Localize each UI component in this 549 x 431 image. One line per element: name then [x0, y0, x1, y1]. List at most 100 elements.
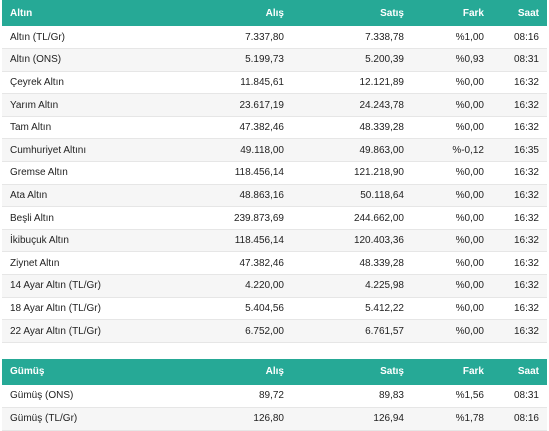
cell-time: 08:16 — [513, 413, 539, 425]
column-header-change[interactable]: Fark — [462, 366, 484, 378]
cell-buy-price: 47.382,46 — [239, 257, 285, 269]
cell-buy-price: 118.456,14 — [234, 167, 284, 179]
cell-change: %0,00 — [455, 302, 484, 314]
cell-change: %1,56 — [455, 390, 484, 402]
cell-change: %0,93 — [455, 54, 484, 66]
cell-buy-price: 126,80 — [253, 413, 284, 425]
column-header-name[interactable]: Altın — [10, 7, 33, 19]
cell-name: Cumhuriyet Altını — [10, 144, 87, 156]
cell-buy-price: 4.220,00 — [245, 280, 284, 292]
cell-time: 16:32 — [513, 99, 539, 111]
cell-sell-price: 4.225,98 — [365, 280, 404, 292]
column-header-change[interactable]: Fark — [462, 7, 484, 19]
column-header-time[interactable]: Saat — [517, 7, 539, 19]
cell-time: 16:32 — [513, 280, 539, 292]
table-row[interactable]: Ata Altın 48.863,16 50.118,64 %0,00 16:32 — [2, 184, 547, 207]
cell-name: Yarım Altın — [10, 99, 59, 111]
cell-time: 08:31 — [513, 54, 539, 66]
cell-name: Gümüş (TL/Gr) — [10, 413, 78, 425]
cell-time: 16:32 — [513, 325, 539, 337]
cell-time: 16:32 — [513, 189, 539, 201]
cell-change: %0,00 — [455, 167, 484, 179]
cell-buy-price: 6.752,00 — [245, 325, 284, 337]
cell-name: 22 Ayar Altın (TL/Gr) — [10, 325, 101, 337]
table-row[interactable]: Çeyrek Altın 11.845,61 12.121,89 %0,00 16:32 — [2, 71, 547, 94]
cell-name: 18 Ayar Altın (TL/Gr) — [10, 302, 101, 314]
cell-buy-price: 239.873,69 — [233, 212, 284, 224]
table-row[interactable]: Cumhuriyet Altını 49.118,00 49.863,00 %-0,1… — [2, 138, 547, 162]
cell-change: %0,00 — [455, 99, 484, 111]
cell-time: 16:32 — [513, 257, 539, 269]
cell-buy-price: 23.617,19 — [239, 99, 285, 111]
cell-sell-price: 50.118,64 — [360, 189, 404, 201]
section-spacer — [2, 343, 547, 359]
cell-buy-price: 48.863,16 — [239, 189, 285, 201]
cell-buy-price: 7.337,80 — [245, 31, 284, 43]
table-row[interactable]: Gümüş (ONS) 89,72 89,83 %1,56 08:31 — [2, 384, 547, 408]
cell-change: %1,78 — [455, 413, 484, 425]
cell-buy-price: 118.456,14 — [234, 235, 284, 247]
cell-name: Beşli Altın — [10, 212, 54, 224]
cell-time: 16:32 — [513, 212, 539, 224]
cell-name: 14 Ayar Altın (TL/Gr) — [10, 280, 101, 292]
table-row[interactable]: Gremse Altın 118.456,14 121.218,90 %0,00 16:… — [2, 161, 547, 185]
column-header-buy[interactable]: Alış — [265, 7, 284, 19]
column-header-sell[interactable]: Satış — [380, 7, 404, 19]
table-row[interactable]: 14 Ayar Altın (TL/Gr) 4.220,00 4.225,98 %0,… — [2, 274, 547, 298]
column-header-sell[interactable]: Satış — [380, 366, 404, 378]
cell-name: Ata Altın — [10, 189, 48, 201]
column-header-time[interactable]: Saat — [517, 366, 539, 378]
cell-name: Altın (TL/Gr) — [10, 31, 66, 43]
cell-sell-price: 49.863,00 — [359, 144, 405, 156]
cell-change: %0,00 — [455, 235, 484, 247]
table-row[interactable]: Yarım Altın 23.617,19 24.243,78 %0,00 16:32 — [2, 93, 547, 117]
cell-change: %0,00 — [455, 212, 484, 224]
cell-buy-price: 89,72 — [258, 390, 284, 402]
column-header-name[interactable]: Gümüş — [10, 366, 45, 378]
cell-change: %0,00 — [455, 257, 484, 269]
cell-sell-price: 48.339,28 — [359, 122, 405, 134]
cell-sell-price: 24.243,78 — [359, 99, 405, 111]
cell-time: 16:32 — [513, 122, 539, 134]
table-row[interactable]: Tam Altın 47.382,46 48.339,28 %0,00 16:32 — [2, 116, 547, 139]
cell-buy-price: 11.845,61 — [240, 76, 284, 88]
cell-buy-price: 5.404,56 — [245, 302, 284, 314]
cell-sell-price: 120.403,36 — [353, 235, 404, 247]
cell-sell-price: 12.121,89 — [359, 76, 405, 88]
cell-change: %0,00 — [455, 189, 484, 201]
cell-time: 16:32 — [513, 235, 539, 247]
table-row[interactable]: Altın (TL/Gr) 7.337,80 7.338,78 %1,00 08:16 — [2, 26, 547, 49]
cell-sell-price: 6.761,57 — [365, 325, 404, 337]
cell-sell-price: 244.662,00 — [353, 212, 404, 224]
cell-change: %-0,12 — [452, 144, 484, 156]
table-row[interactable]: Ziynet Altın 47.382,46 48.339,28 %0,00 16:32 — [2, 251, 547, 275]
cell-buy-price: 5.199,73 — [245, 54, 284, 66]
column-header-buy[interactable]: Alış — [265, 366, 284, 378]
cell-sell-price: 48.339,28 — [359, 257, 405, 269]
table-row[interactable]: 18 Ayar Altın (TL/Gr) 5.404,56 5.412,22 %0,… — [2, 297, 547, 320]
gold-price-table: Altın Alış Satış Fark Saat Altın (TL/Gr)… — [2, 0, 547, 343]
cell-sell-price: 126,94 — [373, 413, 404, 425]
cell-sell-price: 7.338,78 — [365, 31, 404, 43]
table-row[interactable]: İkibuçuk Altın 118.456,14 120.403,36 %0,00 1… — [2, 229, 547, 252]
cell-change: %1,00 — [455, 31, 484, 43]
cell-time: 16:35 — [513, 144, 539, 156]
cell-name: İkibuçuk Altın — [10, 235, 69, 247]
cell-time: 08:31 — [513, 390, 539, 402]
silver-table-body: Gümüş (ONS) 89,72 89,83 %1,56 08:31 Gümüş (TL… — [2, 384, 547, 430]
gold-table-header: Altın Alış Satış Fark Saat — [2, 0, 547, 26]
cell-buy-price: 47.382,46 — [239, 122, 285, 134]
cell-change: %0,00 — [455, 76, 484, 88]
cell-sell-price: 89,83 — [378, 390, 404, 402]
cell-time: 16:32 — [513, 76, 539, 88]
cell-name: Gümüş (ONS) — [10, 390, 74, 402]
table-row[interactable]: Gümüş (TL/Gr) 126,80 126,94 %1,78 08:16 — [2, 407, 547, 430]
table-row[interactable]: Altın (ONS) 5.199,73 5.200,39 %0,93 08:31 — [2, 48, 547, 72]
table-row[interactable]: 22 Ayar Altın (TL/Gr) 6.752,00 6.761,57 %0,… — [2, 319, 547, 343]
silver-price-table: Gümüş Alış Satış Fark Saat Gümüş (ONS) 89… — [2, 358, 547, 431]
cell-name: Ziynet Altın — [10, 257, 60, 269]
table-row[interactable]: Beşli Altın 239.873,69 244.662,00 %0,00 16:3… — [2, 206, 547, 230]
cell-name: Gremse Altın — [10, 167, 68, 179]
cell-name: Çeyrek Altın — [10, 76, 64, 88]
